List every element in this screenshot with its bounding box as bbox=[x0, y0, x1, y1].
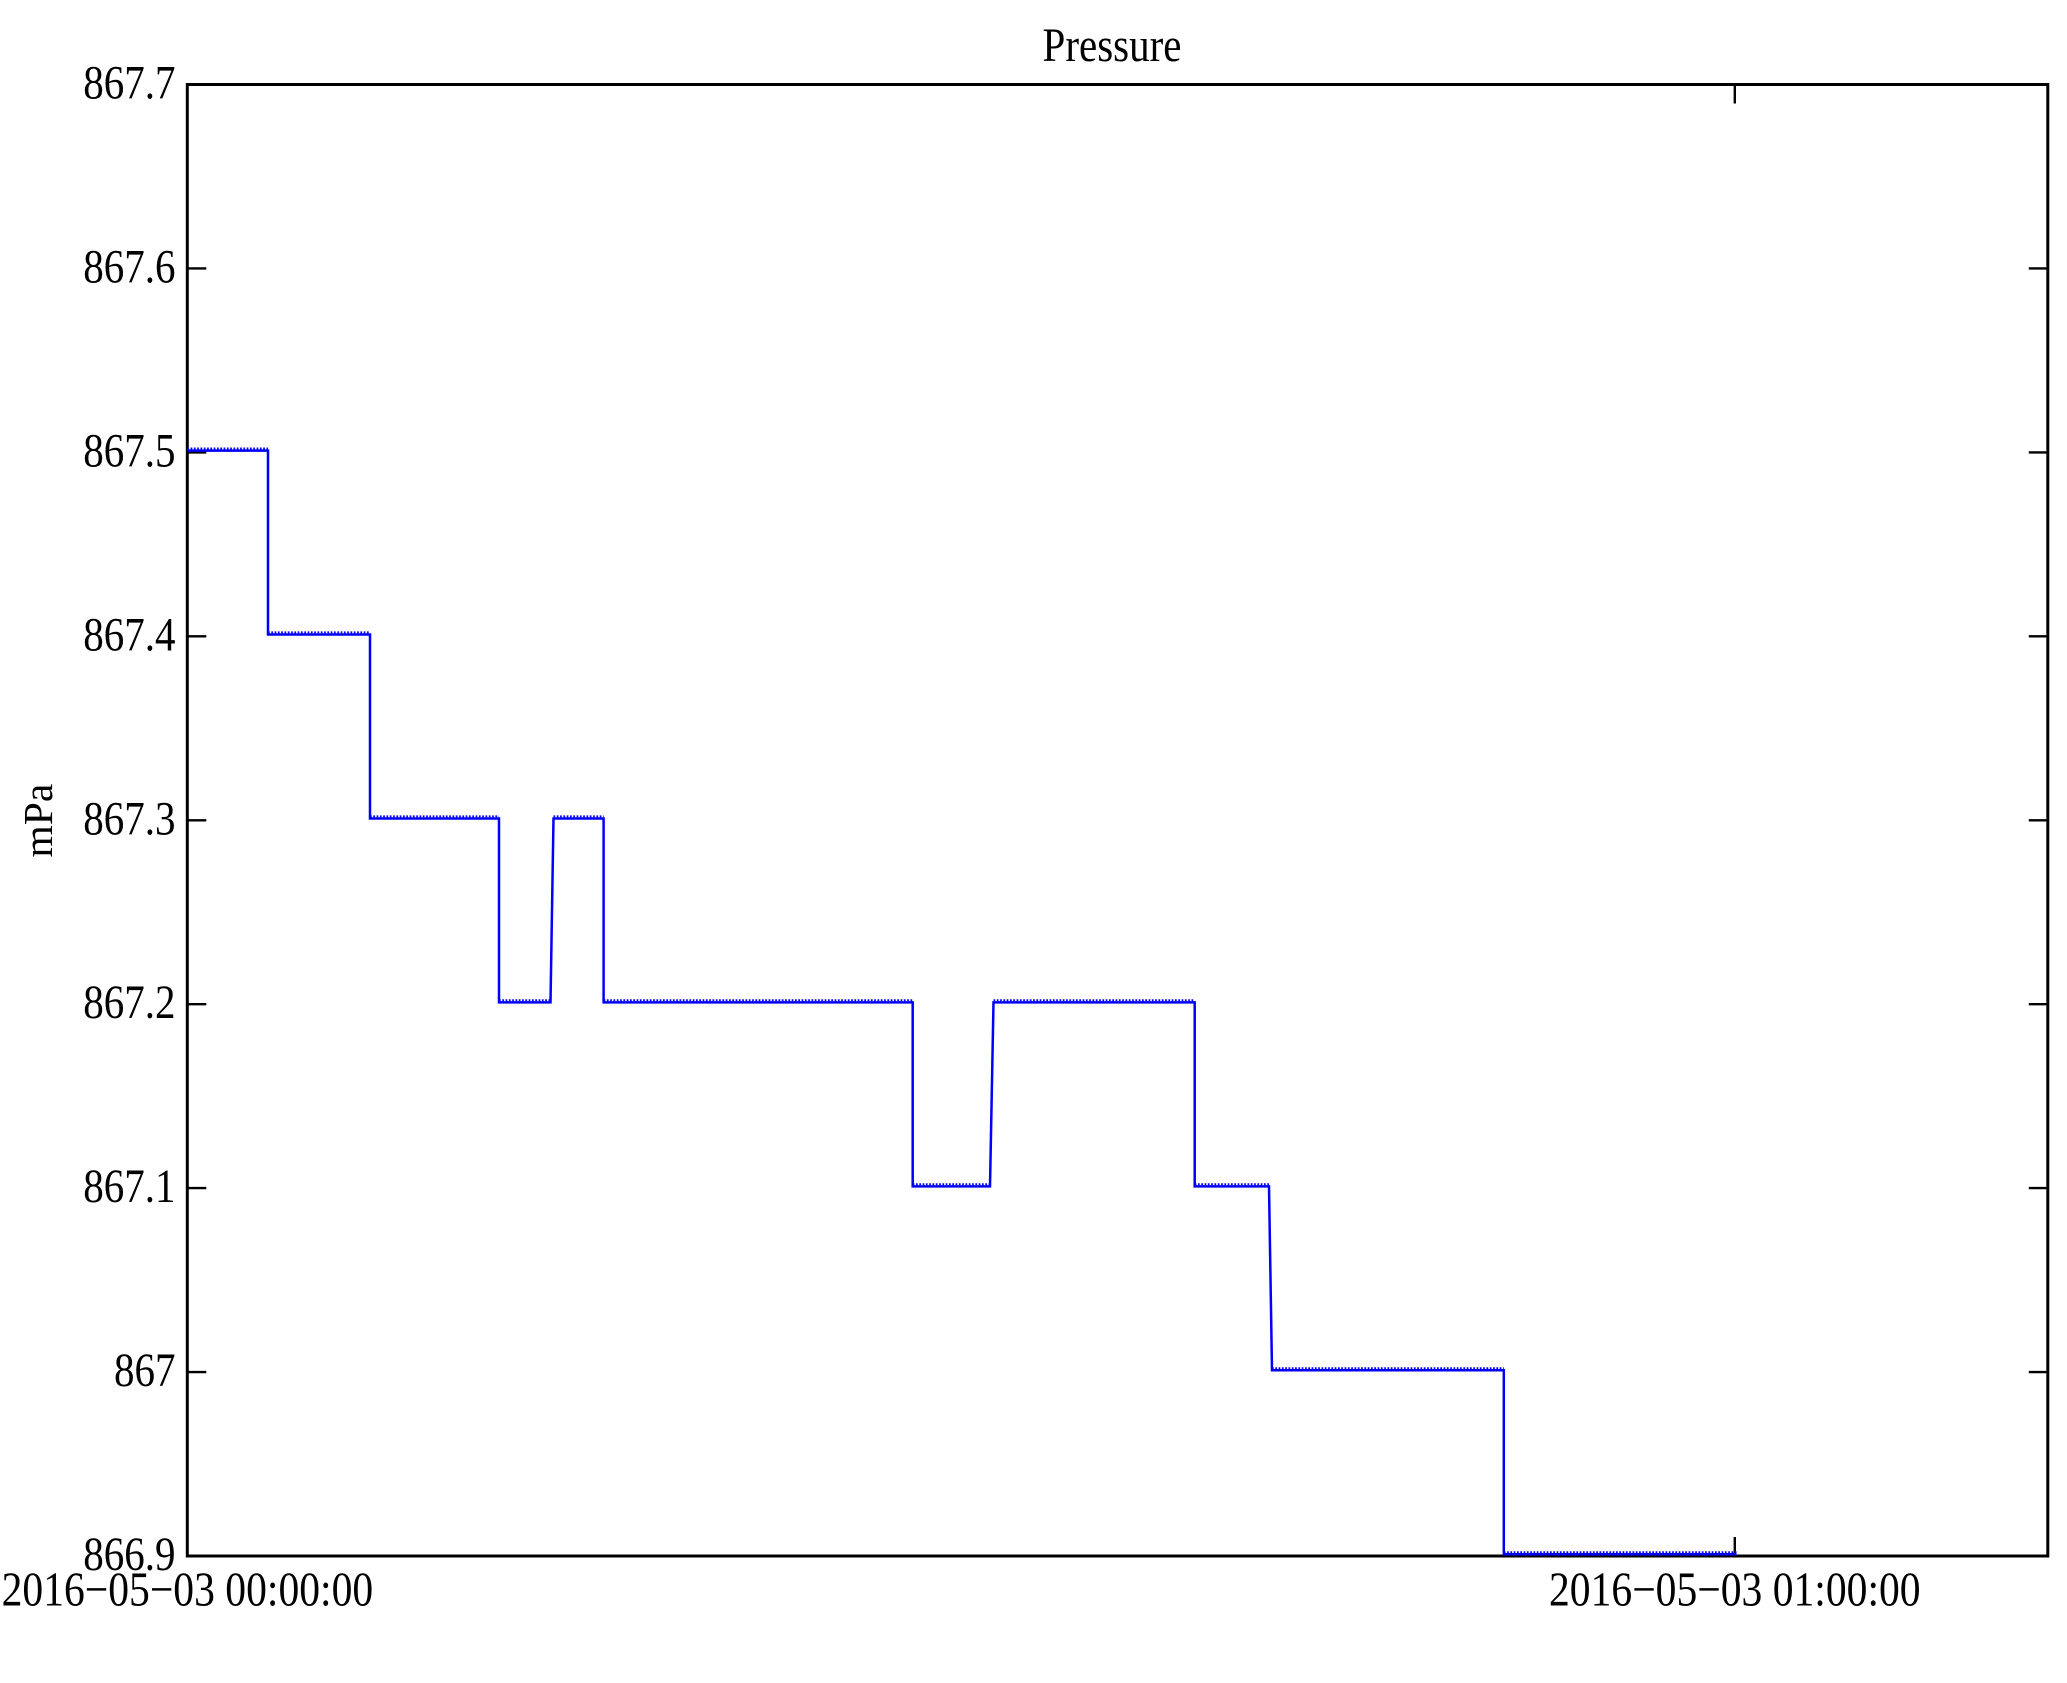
svg-text:867: 867 bbox=[114, 1343, 175, 1397]
svg-text:mPa: mPa bbox=[15, 784, 61, 858]
svg-text:866.9: 866.9 bbox=[83, 1527, 175, 1581]
svg-text:867.6: 867.6 bbox=[83, 240, 175, 294]
svg-text:2016−05−03 00:00:00: 2016−05−03 00:00:00 bbox=[2, 1563, 374, 1617]
svg-text:867.2: 867.2 bbox=[83, 975, 175, 1029]
svg-text:2016−05−03 01:00:00: 2016−05−03 01:00:00 bbox=[1549, 1563, 1921, 1617]
svg-text:867.3: 867.3 bbox=[83, 791, 175, 845]
svg-text:Pressure: Pressure bbox=[1043, 18, 1182, 72]
svg-text:867.7: 867.7 bbox=[83, 56, 175, 110]
svg-text:867.1: 867.1 bbox=[83, 1159, 175, 1213]
svg-text:867.5: 867.5 bbox=[83, 424, 175, 478]
svg-text:867.4: 867.4 bbox=[83, 607, 175, 661]
